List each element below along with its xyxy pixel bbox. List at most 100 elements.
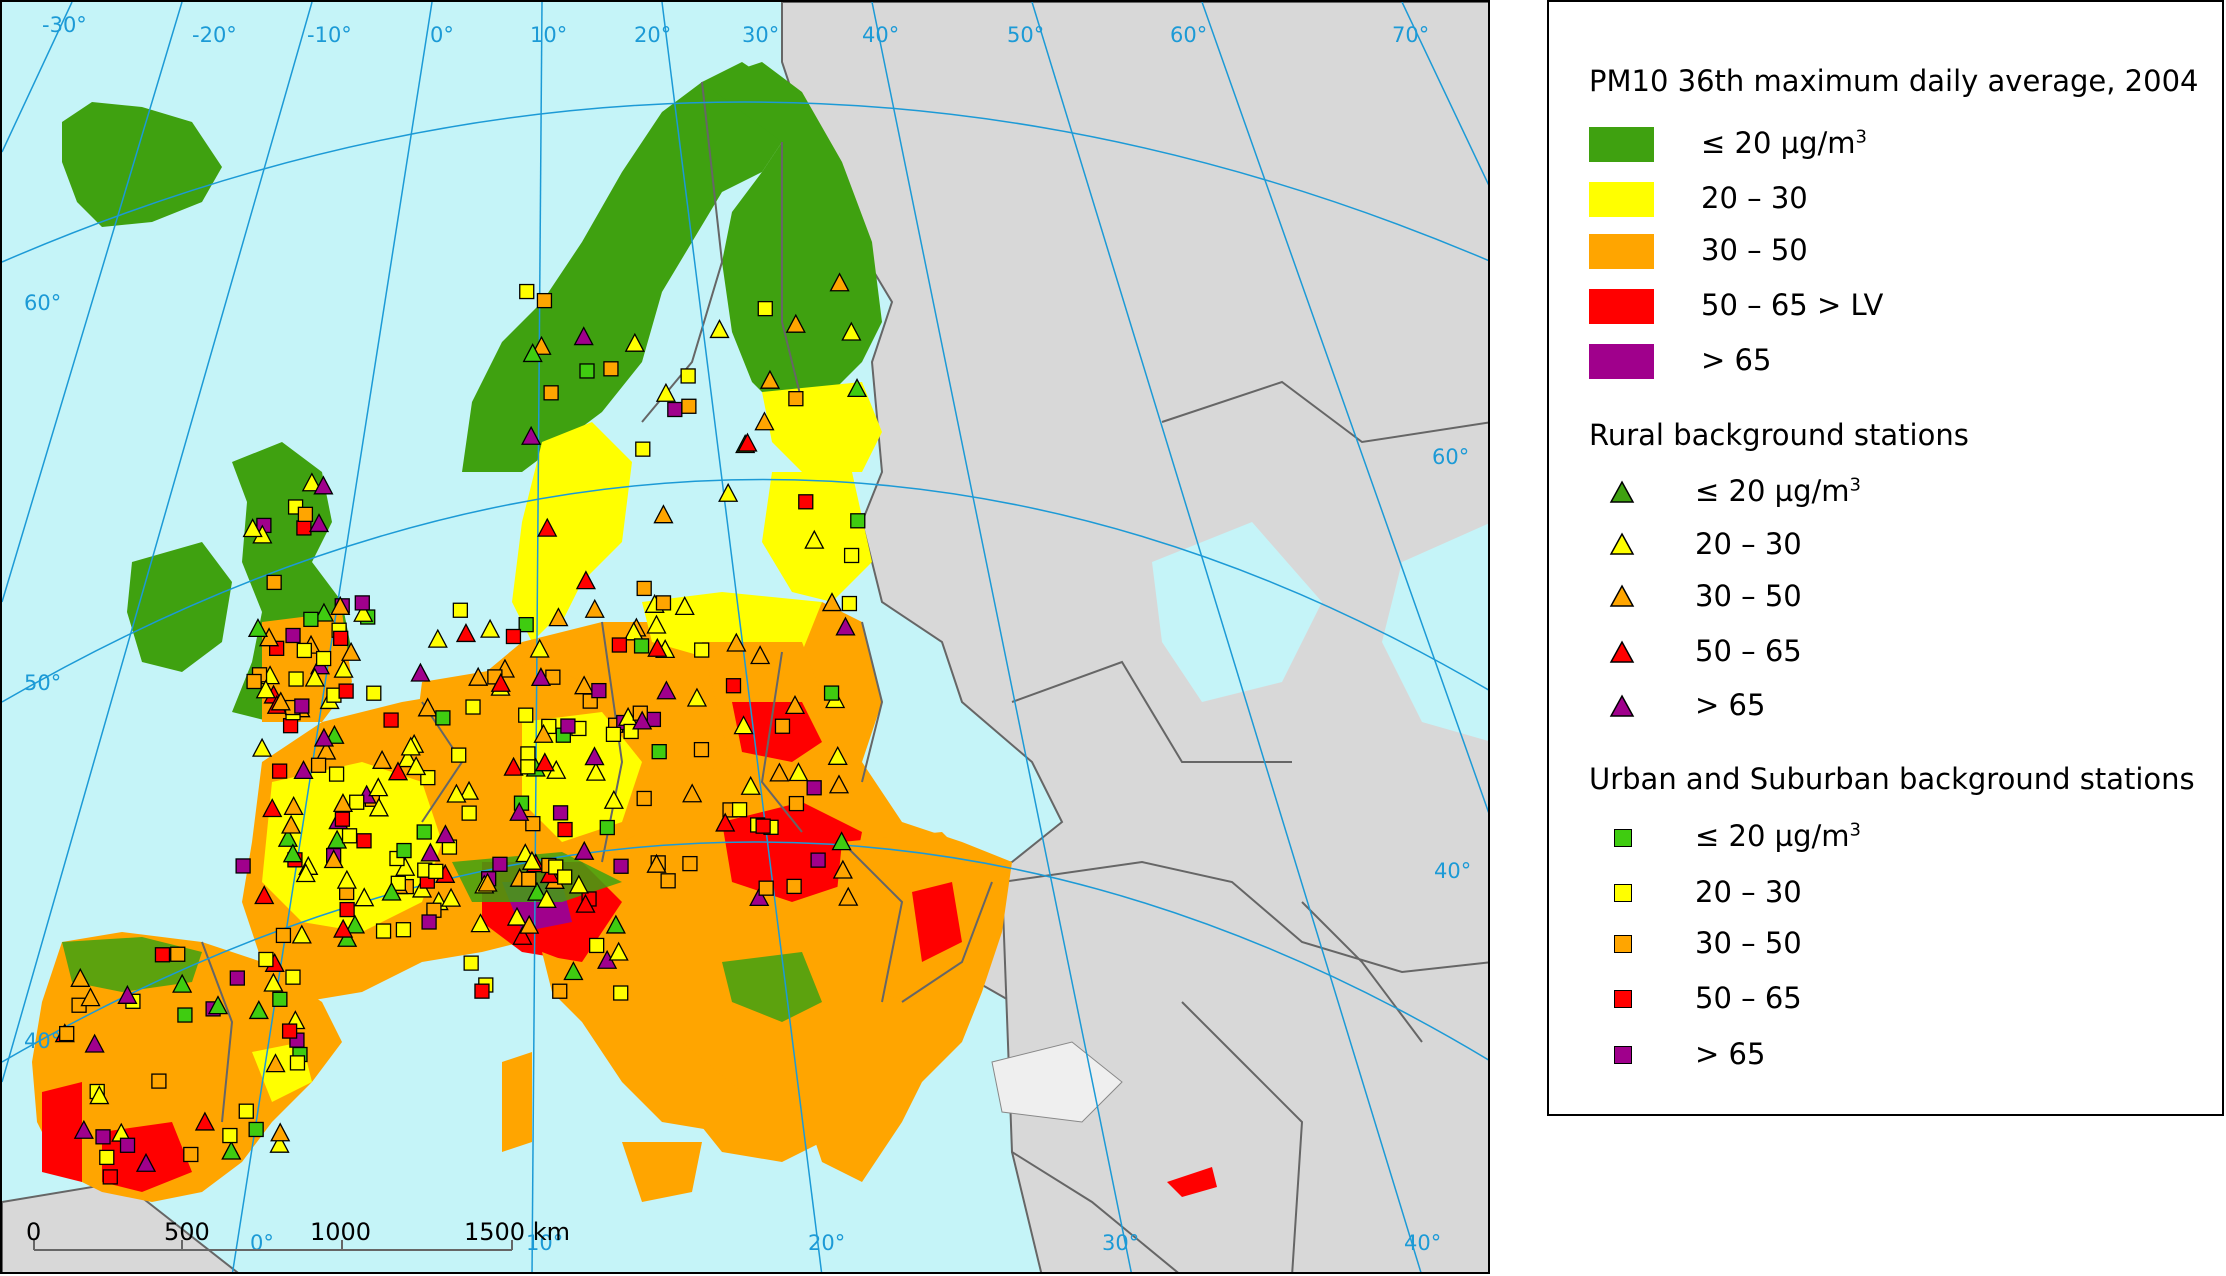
rural-station-marker (172, 973, 193, 993)
legend-label: > 65 (1695, 688, 1766, 722)
rural-station-marker (406, 756, 427, 776)
lat-label: 60° (24, 291, 61, 315)
urban-station-marker (519, 283, 535, 300)
urban-station-marker (788, 391, 804, 407)
urban-station-marker (605, 726, 622, 742)
rural-station-marker (506, 906, 528, 926)
rural-station-marker (400, 736, 421, 756)
urban-station-marker (272, 991, 288, 1007)
urban-station-marker (248, 1121, 264, 1138)
rural-station-marker (316, 740, 337, 760)
lon-label: 50° (1007, 23, 1044, 47)
legend-label: 30 – 50 (1701, 233, 1808, 267)
rural-station-marker (248, 1000, 269, 1020)
rural-station-marker (333, 658, 354, 678)
rural-station-marker (291, 924, 312, 944)
lon-label: 40° (862, 23, 899, 47)
square-icon (1614, 990, 1632, 1008)
urban-station-marker (354, 595, 370, 611)
urban-station-marker (333, 630, 349, 647)
urban-station-marker (725, 678, 742, 694)
rural-station-marker (575, 570, 597, 590)
rural-station-marker (207, 995, 229, 1015)
lon-label: -30° (42, 13, 87, 37)
rural-station-marker (769, 762, 790, 782)
legend: PM10 36th maximum daily average, 2004 ≤ … (1547, 0, 2224, 1116)
rural-station-marker (536, 888, 557, 908)
urban-station-marker (667, 401, 683, 418)
rural-station-marker (313, 602, 335, 622)
urban-station-marker (518, 707, 534, 723)
rural-station-marker (80, 987, 101, 1007)
rural-station-marker (277, 827, 298, 847)
rural-station-marker (656, 680, 677, 700)
urban-station-marker (183, 1146, 199, 1163)
urban-station-marker (543, 385, 559, 401)
urban-station-marker (613, 858, 629, 874)
urban-station-marker (229, 970, 245, 986)
legend-label: 50 – 65 > LV (1701, 288, 1884, 322)
rural-station-marker (754, 411, 775, 431)
rural-station-marker (440, 887, 462, 907)
rural-station-marker (531, 335, 552, 355)
lon-label: 60° (1170, 23, 1207, 47)
urban-station-marker (288, 671, 304, 687)
rural-station-marker (252, 737, 273, 757)
lon-label: 0° (250, 1231, 274, 1255)
legend-label: 30 – 50 (1695, 579, 1802, 613)
urban-station-marker (655, 595, 672, 611)
rural-station-marker (468, 666, 489, 686)
rural-station-marker (308, 513, 330, 533)
urban-station-marker (552, 805, 569, 821)
urban-station-marker (843, 547, 860, 564)
rural-station-marker (733, 715, 754, 735)
rural-station-marker (420, 842, 441, 862)
urban-station-marker (297, 506, 314, 523)
rural-station-marker (832, 859, 853, 879)
rural-station-marker (333, 918, 354, 938)
urban-station-marker (99, 1149, 115, 1166)
urban-station-marker (328, 766, 345, 782)
urban-station-marker (289, 1055, 306, 1071)
rural-station-marker (647, 637, 668, 657)
urban-station-marker (536, 292, 553, 309)
square-icon (1614, 1046, 1632, 1064)
rural-station-marker (427, 628, 448, 648)
urban-station-marker (416, 824, 432, 840)
lon-label: -10° (307, 23, 352, 47)
urban-station-marker (451, 747, 467, 763)
rural-station-marker (304, 667, 325, 687)
legend-swatch-green (1589, 127, 1654, 162)
lon-label: 10° (526, 1231, 563, 1255)
rural-station-marker (254, 885, 275, 905)
urban-station-marker (271, 763, 288, 779)
urban-station-marker (611, 637, 628, 653)
urban-station-marker (296, 520, 312, 536)
rural-station-marker (749, 886, 770, 906)
rural-station-marker (831, 831, 852, 851)
rural-station-marker (470, 913, 491, 933)
rural-station-marker (584, 746, 605, 766)
urban-station-marker (334, 811, 351, 827)
rural-station-marker (521, 425, 542, 445)
rural-station-marker (503, 756, 524, 776)
rural-station-marker (435, 824, 456, 844)
urban-station-marker (463, 955, 479, 971)
triangle-icon (1609, 694, 1635, 717)
latitude-labels: 60° 50° 40° 60° 40° (24, 291, 1471, 1053)
urban-station-marker (375, 923, 392, 939)
urban-station-marker (505, 628, 522, 645)
rural-station-marker (828, 774, 850, 794)
rural-station-marker (519, 914, 540, 934)
legend-label: 50 – 65 (1695, 634, 1802, 668)
urban-station-marker (774, 718, 791, 734)
rural-station-marker (381, 881, 402, 901)
urban-station-marker (258, 951, 274, 968)
rural-station-marker (548, 607, 569, 627)
urban-station-marker (294, 698, 310, 714)
urban-station-marker (492, 856, 508, 872)
rural-station-marker (829, 272, 850, 292)
rural-station-marker (135, 1152, 157, 1172)
rural-station-marker (295, 863, 316, 883)
rural-station-marker (395, 856, 416, 876)
